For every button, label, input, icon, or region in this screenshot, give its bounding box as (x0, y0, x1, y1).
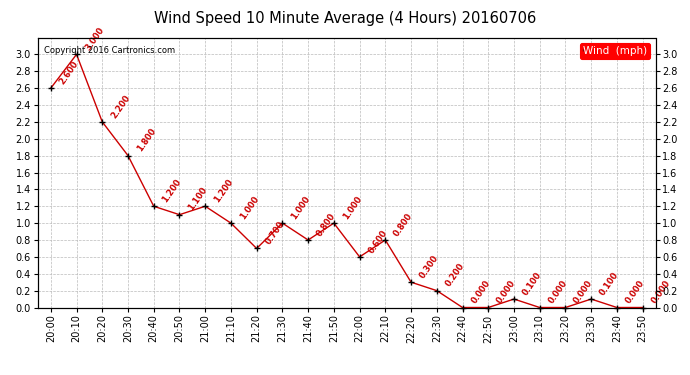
Text: 0.800: 0.800 (393, 211, 415, 238)
Text: 0.600: 0.600 (366, 228, 389, 255)
Text: 0.700: 0.700 (264, 220, 286, 246)
Text: 0.100: 0.100 (598, 270, 620, 297)
Text: 0.000: 0.000 (624, 279, 647, 305)
Text: 1.100: 1.100 (186, 186, 209, 213)
Text: 0.300: 0.300 (418, 254, 440, 280)
Text: 0.000: 0.000 (495, 279, 518, 305)
Text: 1.200: 1.200 (212, 177, 235, 204)
Legend: Wind  (mph): Wind (mph) (580, 43, 650, 59)
Text: 0.000: 0.000 (469, 279, 492, 305)
Text: Wind Speed 10 Minute Average (4 Hours) 20160706: Wind Speed 10 Minute Average (4 Hours) 2… (154, 11, 536, 26)
Text: 2.200: 2.200 (109, 93, 132, 120)
Text: 2.600: 2.600 (58, 59, 80, 86)
Text: 0.000: 0.000 (649, 279, 672, 305)
Text: 0.000: 0.000 (546, 279, 569, 305)
Text: 3.000: 3.000 (83, 26, 106, 52)
Text: 1.000: 1.000 (289, 194, 312, 221)
Text: 0.000: 0.000 (573, 279, 595, 305)
Text: 0.100: 0.100 (521, 270, 544, 297)
Text: Copyright 2016 Cartronics.com: Copyright 2016 Cartronics.com (44, 46, 175, 55)
Text: 1.000: 1.000 (238, 194, 260, 221)
Text: 1.800: 1.800 (135, 127, 157, 153)
Text: 0.800: 0.800 (315, 211, 337, 238)
Text: 1.200: 1.200 (161, 177, 184, 204)
Text: 0.200: 0.200 (444, 262, 466, 288)
Text: 1.000: 1.000 (341, 194, 364, 221)
